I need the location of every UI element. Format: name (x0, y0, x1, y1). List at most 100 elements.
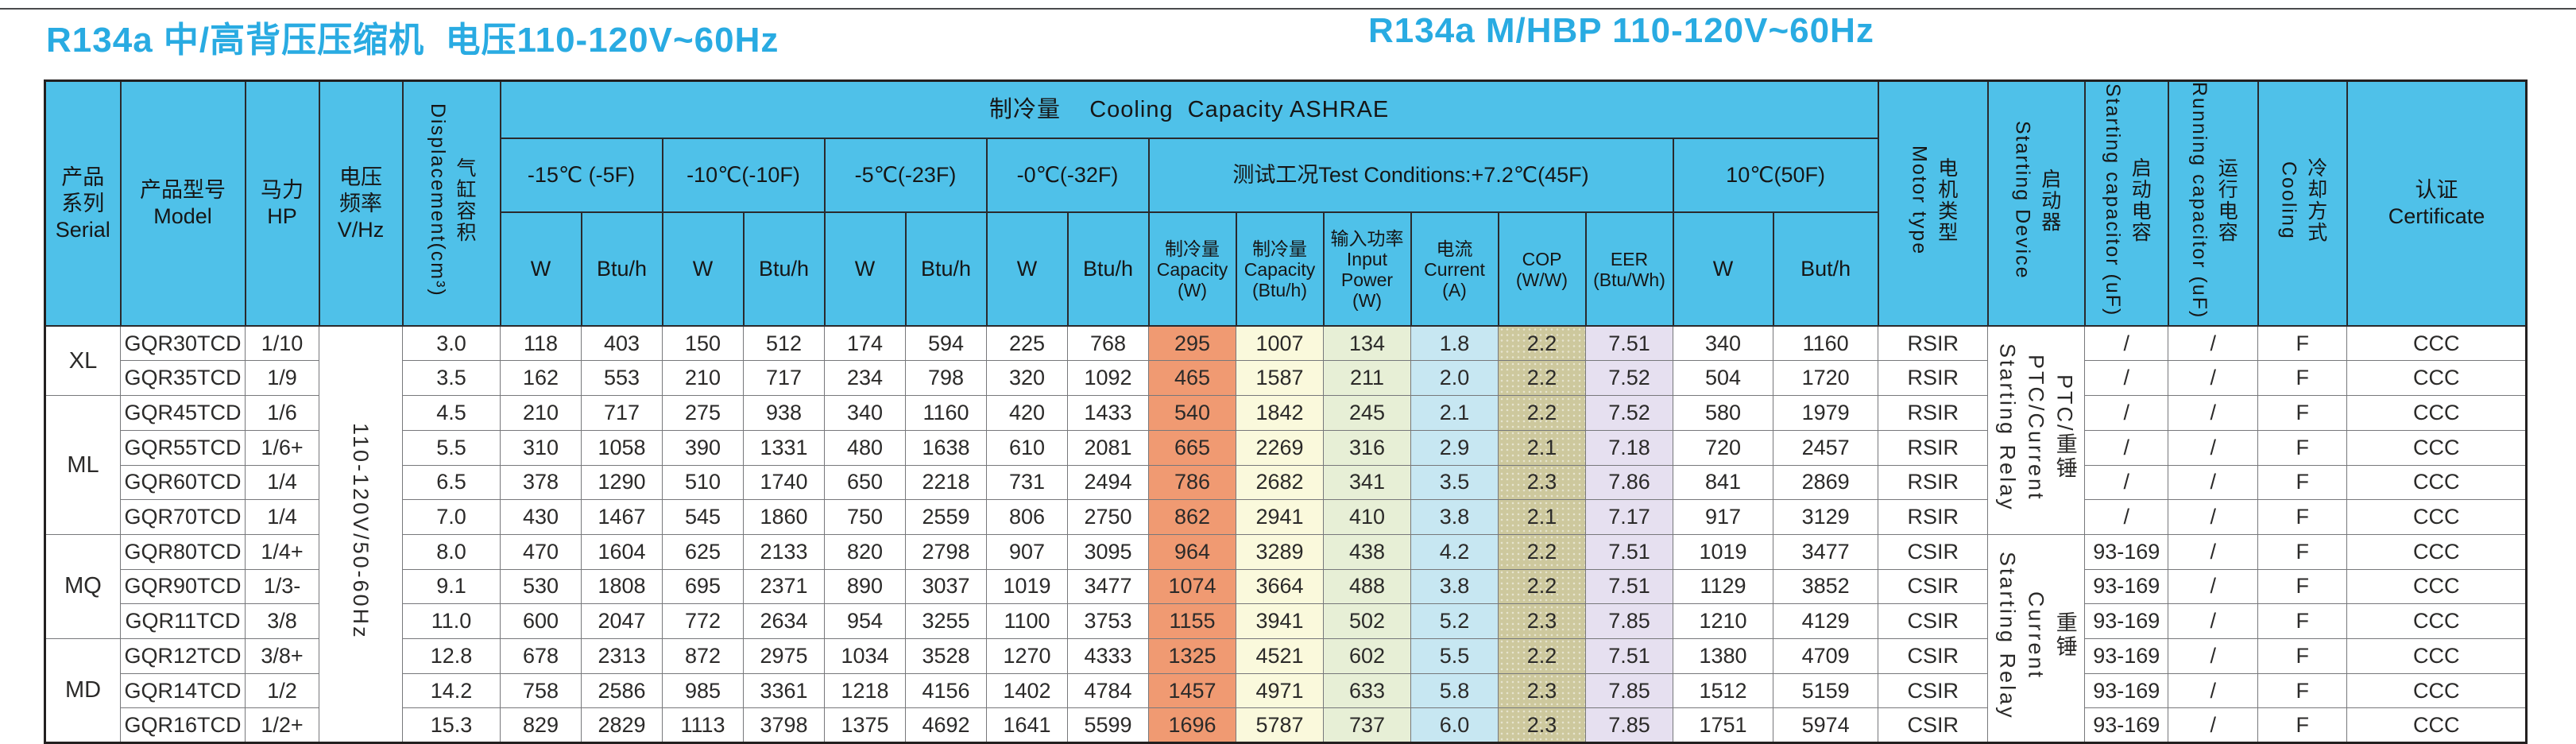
tc-eer-cell: 7.51 (1585, 637, 1673, 674)
tc-cop-cell: 2.3 (1498, 603, 1586, 639)
hp-cell: 1/4+ (245, 533, 319, 570)
cap-10c-w-cell: 1380 (1673, 637, 1773, 674)
tc-capacity-w-cell: 665 (1148, 429, 1236, 466)
cap--15c-w-cell: 378 (500, 464, 582, 501)
tc-eer-cell: 7.52 (1585, 360, 1673, 397)
model-cell: GQR60TCD (120, 464, 246, 501)
motor-type-cell: CSIR (1878, 603, 1989, 639)
cap--0c-w-cell: 731 (986, 464, 1068, 501)
cap--15c-btuh-cell: 553 (581, 360, 663, 397)
motor-type-cell: RSIR (1878, 429, 1989, 466)
cap--5c-btuh-cell: 4156 (905, 672, 987, 709)
displacement-cell: 3.5 (402, 360, 501, 397)
tc-input-power-cell: 602 (1323, 637, 1411, 674)
motor-type-cell: RSIR (1878, 395, 1989, 431)
motor-type-header-vertical-text: 电机类型 Motor type (1908, 145, 1958, 256)
running-capacitor-cell: / (2168, 533, 2259, 570)
temp-group--5c: -5℃(-23F) (823, 138, 988, 214)
cap--5c-btuh-cell: 594 (905, 325, 987, 362)
tc-cop-cell: 2.2 (1498, 533, 1586, 570)
hp-cell: 3/8 (245, 603, 319, 639)
cap--10c-w-cell: 510 (662, 464, 744, 501)
tc-input-power-cell: 737 (1323, 707, 1411, 744)
cap-10c-butuh-cell: 1160 (1772, 325, 1879, 362)
tc-header-input-power: 输入功率 Input Power (W) (1322, 211, 1412, 327)
cap--5c-btuh-cell: 3528 (905, 637, 987, 674)
cap--5c-w-cell: 890 (824, 568, 906, 605)
tc-cop-cell: 2.2 (1498, 637, 1586, 674)
starting-capacitor-cell: / (2084, 360, 2169, 397)
cap--5c-w-cell: 750 (824, 499, 906, 535)
serial-group-cell: MD (44, 637, 121, 744)
cap--10c-w-cell: 772 (662, 603, 744, 639)
cap--5c-btuh-cell: 2798 (905, 533, 987, 570)
tc-eer-cell: 7.17 (1585, 499, 1673, 535)
running-capacitor-cell: / (2168, 360, 2259, 397)
cap--15c-w-cell: 678 (500, 637, 582, 674)
tc-current-cell: 3.8 (1410, 568, 1499, 605)
temp-group--15c: -15℃ (-5F) (499, 138, 663, 214)
cap--0c-btuh-cell: 4333 (1067, 637, 1149, 674)
cap-10c-w-cell: 1751 (1673, 707, 1773, 744)
model-cell: GQR55TCD (120, 429, 246, 466)
cap--0c-w-cell: 907 (986, 533, 1068, 570)
spec-table-body: XL GQR30TCD 1/10 110-120V/50-60Hz 3.0 118 403 1… (44, 325, 2528, 744)
tc-cop-cell: 2.3 (1498, 707, 1586, 744)
serial-group-cell: ML (44, 395, 121, 535)
tc-eer-cell: 7.85 (1585, 672, 1673, 709)
starting-device-header-vertical-text: 启动器 Starting Device (2011, 121, 2061, 280)
cooling-cell: F (2257, 499, 2348, 535)
unit-header-w: W (499, 211, 582, 327)
cap--15c-w-cell: 470 (500, 533, 582, 570)
displacement-cell: 14.2 (402, 672, 501, 709)
running-capacitor-cell: / (2168, 707, 2259, 744)
tc-input-power-cell: 211 (1323, 360, 1411, 397)
running-capacitor-header-vertical-text: 运行电容 Running capacitor (uF) (2188, 82, 2238, 320)
cap-10c-w-cell: 917 (1673, 499, 1773, 535)
cooling-cell: F (2257, 672, 2348, 709)
cooling-header-vertical-text: 冷却方式 Cooling (2277, 157, 2327, 244)
displacement-cell: 5.5 (402, 429, 501, 466)
cap--10c-btuh-cell: 512 (743, 325, 825, 362)
top-divider (0, 8, 2576, 10)
cap--15c-btuh-cell: 403 (581, 325, 663, 362)
starting-capacitor-cell: / (2084, 429, 2169, 466)
tc-capacity-btuh-cell: 3664 (1236, 568, 1324, 605)
cap--15c-btuh-cell: 717 (581, 395, 663, 431)
certificate-cell: CCC (2346, 429, 2528, 466)
tc-header-cop: COP (W/W) (1497, 211, 1587, 327)
serial-group-cell: XL (44, 325, 121, 397)
tc-capacity-w-cell: 540 (1148, 395, 1236, 431)
table-row: GQR35TCD 1/9 3.5 162 553 210 717 234 798 320 1092 4… (45, 360, 2528, 397)
hp-cell: 1/4 (245, 499, 319, 535)
voltage-cell-vertical-text: 110-120V/50-60Hz (349, 423, 373, 640)
cap--5c-w-cell: 954 (824, 603, 906, 639)
tc-current-cell: 3.8 (1410, 499, 1499, 535)
cap--10c-w-cell: 1113 (662, 707, 744, 744)
certificate-cell: CCC (2346, 707, 2528, 744)
tc-current-cell: 3.5 (1410, 464, 1499, 501)
displacement-cell: 4.5 (402, 395, 501, 431)
cap--0c-btuh-cell: 2494 (1067, 464, 1149, 501)
certificate-cell: CCC (2346, 603, 2528, 639)
cap-10c-w-cell: 1210 (1673, 603, 1773, 639)
cap--10c-w-cell: 545 (662, 499, 744, 535)
table-row: GQR16TCD 1/2+ 15.3 829 2829 1113 3798 1375 4692 1… (45, 707, 2528, 744)
unit-header-btuh: Btu/h (904, 211, 988, 327)
tc-header-capacity-w: 制冷量 Capacity (W) (1147, 211, 1237, 327)
cap--0c-w-cell: 806 (986, 499, 1068, 535)
tc-capacity-w-cell: 862 (1148, 499, 1236, 535)
cap--10c-w-cell: 275 (662, 395, 744, 431)
hp-cell: 1/4 (245, 464, 319, 501)
tc-current-cell: 2.0 (1410, 360, 1499, 397)
cap--10c-w-cell: 695 (662, 568, 744, 605)
motor-type-cell: RSIR (1878, 325, 1989, 362)
cap--0c-btuh-cell: 1092 (1067, 360, 1149, 397)
cap--0c-w-cell: 1100 (986, 603, 1068, 639)
tc-capacity-btuh-cell: 2269 (1236, 429, 1324, 466)
page-title-chinese: R134a 中/高背压压缩机 电压110-120V~60Hz (46, 21, 779, 60)
cap--15c-w-cell: 310 (500, 429, 582, 466)
table-row: GQR60TCD 1/4 6.5 378 1290 510 1740 650 2218 731 24… (45, 464, 2528, 501)
table-row: XL GQR30TCD 1/10 110-120V/50-60Hz 3.0 118 403 1… (44, 325, 2528, 744)
cap--10c-w-cell: 625 (662, 533, 744, 570)
